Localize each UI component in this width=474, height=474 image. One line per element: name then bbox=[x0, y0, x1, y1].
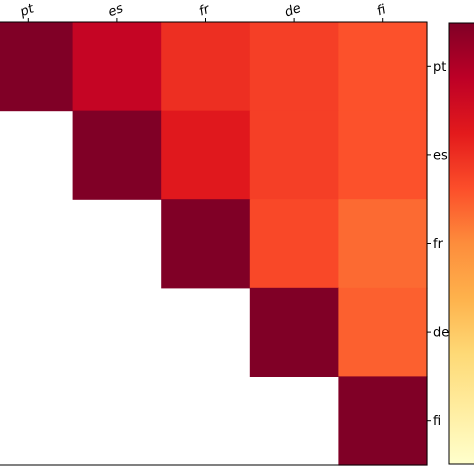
heatmap-cell-es-de bbox=[249, 110, 339, 200]
x-tick-label-fi: fi bbox=[375, 2, 389, 19]
heatmap-cell-pt-de bbox=[249, 22, 339, 112]
heatmap-cells bbox=[0, 22, 428, 466]
x-tick-label-pt: pt bbox=[17, 1, 36, 20]
y-tick-label-es: es bbox=[433, 148, 448, 163]
heatmap-cell-pt-es bbox=[72, 22, 162, 112]
colorbar-gradient bbox=[448, 22, 474, 465]
heatmap-cell-pt-pt bbox=[0, 22, 74, 112]
x-tick-label-de: de bbox=[283, 1, 303, 21]
heatmap-cell-fr-de bbox=[249, 199, 339, 289]
y-tick-label-pt: pt bbox=[433, 60, 446, 75]
heatmap-cell-es-fi bbox=[338, 110, 428, 200]
y-tick-label-de: de bbox=[433, 326, 449, 341]
x-tick-label-es: es bbox=[106, 1, 125, 20]
y-tick-label-fi: fi bbox=[433, 414, 441, 429]
heatmap-cell-de-de bbox=[249, 287, 339, 377]
x-tick-label-fr: fr bbox=[197, 1, 213, 19]
heatmap-cell-de-fi bbox=[338, 287, 428, 377]
heatmap-cell-fr-fr bbox=[161, 199, 251, 289]
y-axis-right: pt es fr de fi bbox=[427, 60, 449, 429]
colorbar bbox=[448, 22, 474, 465]
heatmap-cell-fr-fi bbox=[338, 199, 428, 289]
heatmap-cell-fi-fi bbox=[338, 376, 428, 466]
x-axis-top: pt es fr de fi bbox=[17, 1, 389, 22]
heatmap-cell-es-es bbox=[72, 110, 162, 200]
y-tick-label-fr: fr bbox=[433, 237, 444, 252]
heatmap-cell-es-fr bbox=[161, 110, 251, 200]
heatmap-cell-pt-fr bbox=[161, 22, 251, 112]
heatmap-cell-pt-fi bbox=[338, 22, 428, 112]
